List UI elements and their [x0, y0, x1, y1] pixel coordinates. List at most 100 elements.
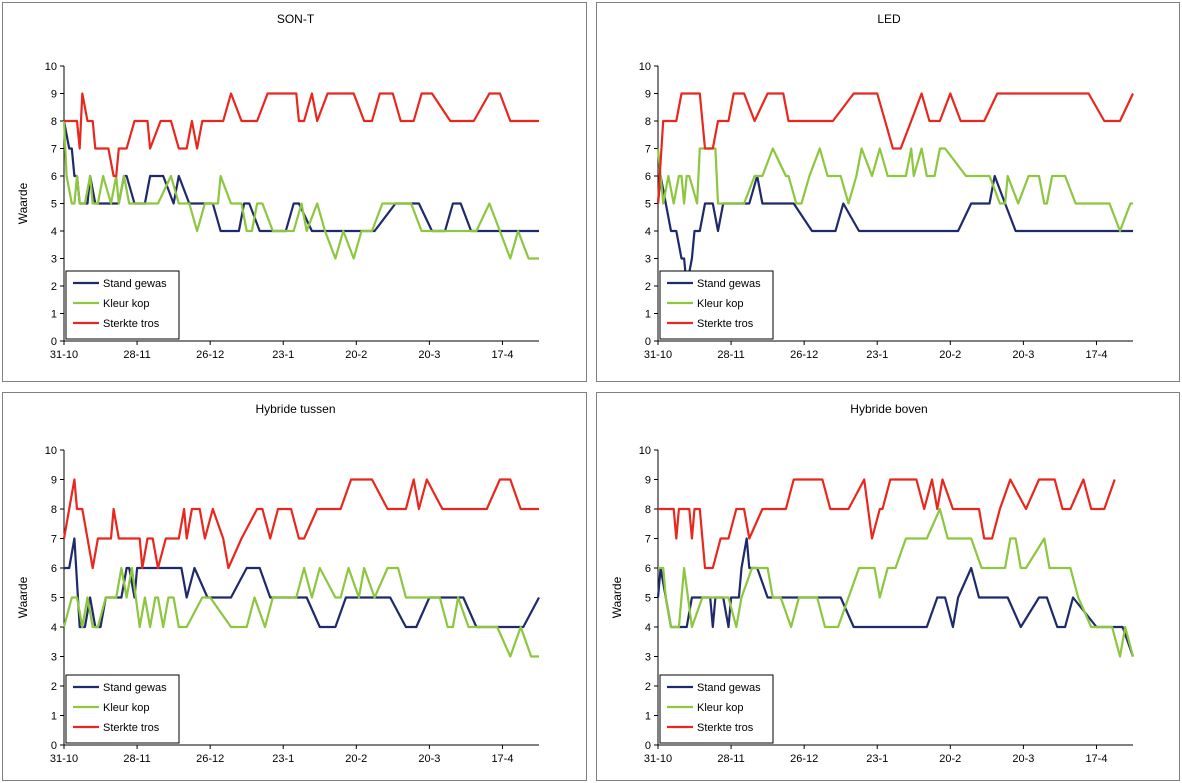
y-tick-label: 4 [645, 226, 651, 238]
y-tick-label: 8 [51, 504, 57, 516]
series-line-kleur-kop [658, 507, 1135, 658]
chart-hybride-tussen: Hybride tussen Waarde 0 1 2 3 4 5 6 7 8 9 10 31-10 28-… [16, 402, 540, 765]
x-tick-label: 23-1 [866, 349, 888, 361]
series-line-stand-gewas [62, 120, 539, 233]
y-tick-label: 6 [645, 171, 651, 183]
y-tick-label: 5 [51, 593, 57, 605]
series-line-sterkte-tros [656, 92, 1134, 204]
x-tick-label: 31-10 [644, 753, 672, 765]
y-tick-label: 6 [51, 563, 57, 575]
chart-hybride-boven: Hybride boven Waarde 0 1 2 3 4 5 6 7 8 9 10 31-10 28-1… [610, 402, 1135, 765]
legend: Stand gewas Kleur kop Sterkte tros [659, 674, 774, 744]
y-tick-label: 10 [45, 61, 57, 73]
legend-label-kleur-kop: Kleur kop [103, 702, 149, 714]
series-line-kleur-kop [62, 566, 539, 658]
legend: Stand gewas Kleur kop Sterkte tros [65, 674, 180, 744]
legend-label-kleur-kop: Kleur kop [103, 298, 149, 310]
y-tick-label: 4 [51, 622, 57, 634]
y-tick-label: 10 [45, 445, 57, 457]
chart-led: LED 0 1 2 3 4 5 6 7 8 9 10 31-10 28-11 26-12 23-1 20-2 20… [639, 12, 1134, 361]
legend: Stand gewas Kleur kop Sterkte tros [65, 270, 180, 340]
y-tick-label: 2 [645, 281, 651, 293]
x-tick-label: 20-3 [418, 349, 440, 361]
series-line-kleur-kop [656, 147, 1133, 233]
series-line-sterkte-tros [62, 478, 539, 570]
y-tick-label: 5 [645, 199, 651, 211]
y-tick-label: 3 [51, 254, 57, 266]
legend-label-sterkte-tros: Sterkte tros [697, 318, 754, 330]
y-tick-label: 6 [645, 563, 651, 575]
y-tick-label: 1 [51, 711, 57, 723]
chart-title: LED [877, 12, 901, 26]
y-tick-label: 8 [645, 504, 651, 516]
y-tick-label: 0 [51, 740, 57, 752]
x-tick-label: 17-4 [1085, 349, 1107, 361]
x-tick-label: 23-1 [866, 753, 888, 765]
x-tick-label: 26-12 [790, 753, 818, 765]
y-tick-label: 2 [645, 681, 651, 693]
x-tick-label: 20-2 [939, 349, 961, 361]
y-tick-label: 6 [51, 171, 57, 183]
chart-title: Hybride boven [850, 402, 927, 416]
y-tick-label: 7 [645, 534, 651, 546]
y-tick-label: 2 [51, 681, 57, 693]
legend-label-stand-gewas: Stand gewas [103, 278, 167, 290]
x-tick-label: 28-11 [717, 349, 744, 361]
x-tick-label: 28-11 [717, 753, 744, 765]
y-tick-label: 9 [645, 89, 651, 101]
series-line-sterkte-tros [64, 92, 539, 178]
series-line-sterkte-tros [658, 478, 1116, 570]
chart-panel-son-t: SON-T Waarde 0 1 2 3 4 5 6 7 8 9 10 31-10 28-11 26-12 23… [2, 2, 587, 382]
y-tick-label: 3 [645, 652, 651, 664]
legend-label-sterkte-tros: Sterkte tros [697, 722, 754, 734]
y-axis-label: Waarde [610, 576, 624, 618]
y-tick-label: 4 [645, 622, 651, 634]
x-tick-label: 17-4 [491, 753, 513, 765]
x-tick-label: 17-4 [1085, 753, 1107, 765]
chart-panel-hybride-tussen: Hybride tussen Waarde 0 1 2 3 4 5 6 7 8 9 10 31-10 28-… [2, 392, 587, 781]
y-tick-label: 3 [645, 254, 651, 266]
x-tick-label: 20-3 [1012, 349, 1034, 361]
y-tick-label: 4 [51, 226, 57, 238]
x-tick-label: 31-10 [50, 349, 78, 361]
chart-title: Hybride tussen [255, 402, 335, 416]
x-tick-label: 20-2 [345, 753, 367, 765]
y-tick-label: 1 [645, 711, 651, 723]
chart-title: SON-T [277, 12, 315, 26]
x-tick-label: 20-3 [1012, 753, 1034, 765]
legend-label-kleur-kop: Kleur kop [697, 298, 743, 310]
x-tick-label: 26-12 [196, 349, 224, 361]
chart-panel-led: LED 0 1 2 3 4 5 6 7 8 9 10 31-10 28-11 26-12 23-1 20-2 20… [596, 2, 1180, 382]
y-tick-label: 0 [645, 740, 651, 752]
y-tick-label: 7 [51, 144, 57, 156]
x-tick-label: 26-12 [196, 753, 224, 765]
y-tick-label: 0 [645, 336, 651, 348]
y-tick-label: 1 [51, 309, 57, 321]
x-tick-label: 23-1 [272, 349, 294, 361]
y-axis-label: Waarde [16, 576, 30, 618]
y-axis-label: Waarde [16, 182, 30, 224]
x-tick-label: 17-4 [491, 349, 513, 361]
x-tick-label: 28-11 [123, 349, 150, 361]
y-tick-label: 1 [645, 309, 651, 321]
x-tick-label: 20-2 [939, 753, 961, 765]
series-line-stand-gewas [656, 174, 1133, 288]
y-tick-label: 10 [639, 61, 651, 73]
x-tick-label: 20-2 [345, 349, 367, 361]
y-tick-label: 2 [51, 281, 57, 293]
x-tick-label: 26-12 [790, 349, 818, 361]
y-tick-label: 8 [645, 116, 651, 128]
legend-label-stand-gewas: Stand gewas [697, 682, 761, 694]
y-tick-label: 0 [51, 336, 57, 348]
chart-panel-hybride-boven: Hybride boven Waarde 0 1 2 3 4 5 6 7 8 9 10 31-10 28-1… [596, 392, 1180, 781]
y-tick-label: 8 [51, 116, 57, 128]
x-tick-label: 20-3 [418, 753, 440, 765]
x-tick-label: 31-10 [644, 349, 672, 361]
series-line-stand-gewas [64, 537, 540, 629]
y-tick-label: 5 [645, 593, 651, 605]
y-tick-label: 5 [51, 199, 57, 211]
x-tick-label: 28-11 [123, 753, 150, 765]
y-tick-label: 9 [51, 475, 57, 487]
x-tick-label: 23-1 [272, 753, 294, 765]
chart-son-t: SON-T Waarde 0 1 2 3 4 5 6 7 8 9 10 31-10 28-11 26-12 23… [16, 12, 539, 361]
